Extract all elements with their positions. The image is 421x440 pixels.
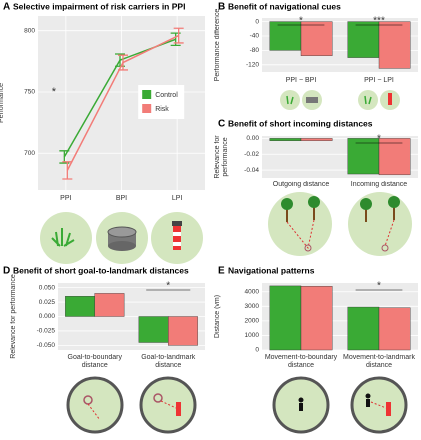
x-tick-label: Movement-to-boundary distance: [264, 354, 338, 369]
x-tick-label-box: PPI − LPI: [364, 77, 394, 84]
x-tick-label: PPI − LPI: [364, 77, 394, 84]
x-tick-label-box: Movement-to-landmark distance: [343, 354, 415, 369]
y-axis-label: Performance: [0, 82, 5, 124]
y-tick-label: 0: [255, 347, 259, 354]
panel-title: Benefit of short goal-to-landmark distan…: [13, 265, 189, 275]
significance: *: [166, 281, 170, 292]
bar: [269, 21, 302, 51]
bar: [300, 138, 333, 141]
y-tick-label: 0.000: [39, 313, 56, 320]
bar: [138, 316, 169, 343]
x-tick-label: Movement-to-landmark distance: [343, 354, 415, 369]
panel-title: Benefit of short incoming distances: [228, 118, 373, 128]
legend-label: Control: [155, 92, 178, 99]
x-tick-label: Goal-to-boundary distance: [67, 354, 122, 369]
bar: [378, 21, 411, 69]
y-tick-label: 2000: [245, 318, 260, 325]
x-tick-label-box: Movement-to-boundary distance: [264, 354, 338, 369]
error-bar: [62, 161, 73, 180]
y-tick-label: 1000: [245, 332, 260, 339]
y-tick-label: 0.00: [246, 135, 259, 142]
y-tick-label: 0.025: [39, 299, 56, 306]
y-tick-label: -80: [250, 47, 260, 54]
bar: [347, 21, 380, 58]
error-bar: [118, 54, 128, 71]
x-tick-label-box: Incoming distance: [350, 181, 408, 188]
y-tick-label: 0: [255, 18, 259, 25]
x-tick-label-box: Goal-to-boundary distance: [67, 354, 122, 369]
bar: [347, 306, 380, 351]
bar: [94, 293, 125, 317]
legend-label: Risk: [155, 106, 169, 113]
y-tick-label: 700: [24, 150, 35, 157]
bar: [378, 138, 411, 176]
significance: *: [377, 281, 381, 292]
y-axis-label-box: Performance difference: [214, 8, 221, 82]
y-axis-label-box: Performance: [0, 82, 5, 124]
legend-swatch: [142, 90, 152, 99]
panel-title: Navigational patterns: [228, 265, 315, 275]
error-bar: [173, 27, 184, 44]
y-tick-label: 800: [24, 27, 35, 34]
bar: [300, 21, 333, 57]
bar: [300, 286, 333, 351]
x-tick-label: BPI: [116, 195, 127, 202]
x-tick-label: Goal-to-landmark distance: [141, 354, 196, 369]
panel-letter: A: [3, 2, 10, 13]
x-tick-label-box: PPI − BPI: [285, 77, 317, 84]
significance: *: [299, 16, 303, 27]
panel-letter: C: [218, 119, 225, 130]
x-tick-label: Outgoing distance: [272, 181, 330, 188]
x-tick-label-box: Outgoing distance: [272, 181, 330, 188]
significance: *: [377, 134, 381, 145]
significance: *: [52, 86, 57, 98]
y-tick-label: 4000: [245, 288, 260, 295]
y-axis-label: Relevance for performance: [214, 135, 229, 179]
y-tick-label: -0.02: [244, 151, 259, 158]
significance: ***: [373, 16, 385, 27]
bar: [168, 316, 198, 346]
bar: [269, 138, 302, 141]
x-tick-label-box: Goal-to-landmark distance: [141, 354, 196, 369]
y-axis-label-box: Distance (vm): [214, 294, 221, 339]
y-tick-label: -0.050: [37, 342, 56, 349]
illustrations: [40, 90, 412, 434]
y-axis-label-box: Relevance for performance: [10, 274, 17, 359]
panel-letter: D: [3, 266, 10, 277]
y-tick-label: -0.04: [244, 167, 259, 174]
y-tick-label: -40: [250, 33, 260, 40]
y-tick-label: 3000: [245, 303, 260, 310]
y-tick-label: -120: [246, 62, 259, 69]
panel-title: Selective impairment of risk carriers in…: [13, 1, 185, 11]
y-axis-label: Performance difference: [214, 8, 221, 82]
x-tick-label: PPI − BPI: [285, 77, 317, 84]
y-tick-label: 0.050: [39, 284, 56, 291]
y-axis-label: Distance (vm): [214, 294, 221, 339]
bar: [347, 138, 380, 175]
x-tick-label: LPI: [172, 195, 183, 202]
legend-swatch: [142, 104, 152, 113]
panel-letter: B: [218, 2, 225, 13]
y-axis-label: Relevance for performance: [10, 274, 17, 359]
y-tick-label: 750: [24, 89, 35, 96]
x-tick-label: Incoming distance: [350, 181, 408, 188]
x-tick-label: PPI: [60, 195, 71, 202]
y-tick-label: -0.025: [37, 328, 56, 335]
bar: [65, 296, 95, 317]
y-axis-label-box: Relevance for performance: [214, 135, 229, 179]
panel-title: Benefit of navigational cues: [228, 1, 341, 11]
bar: [269, 285, 302, 351]
bar: [378, 307, 411, 351]
panel-letter: E: [218, 266, 225, 277]
